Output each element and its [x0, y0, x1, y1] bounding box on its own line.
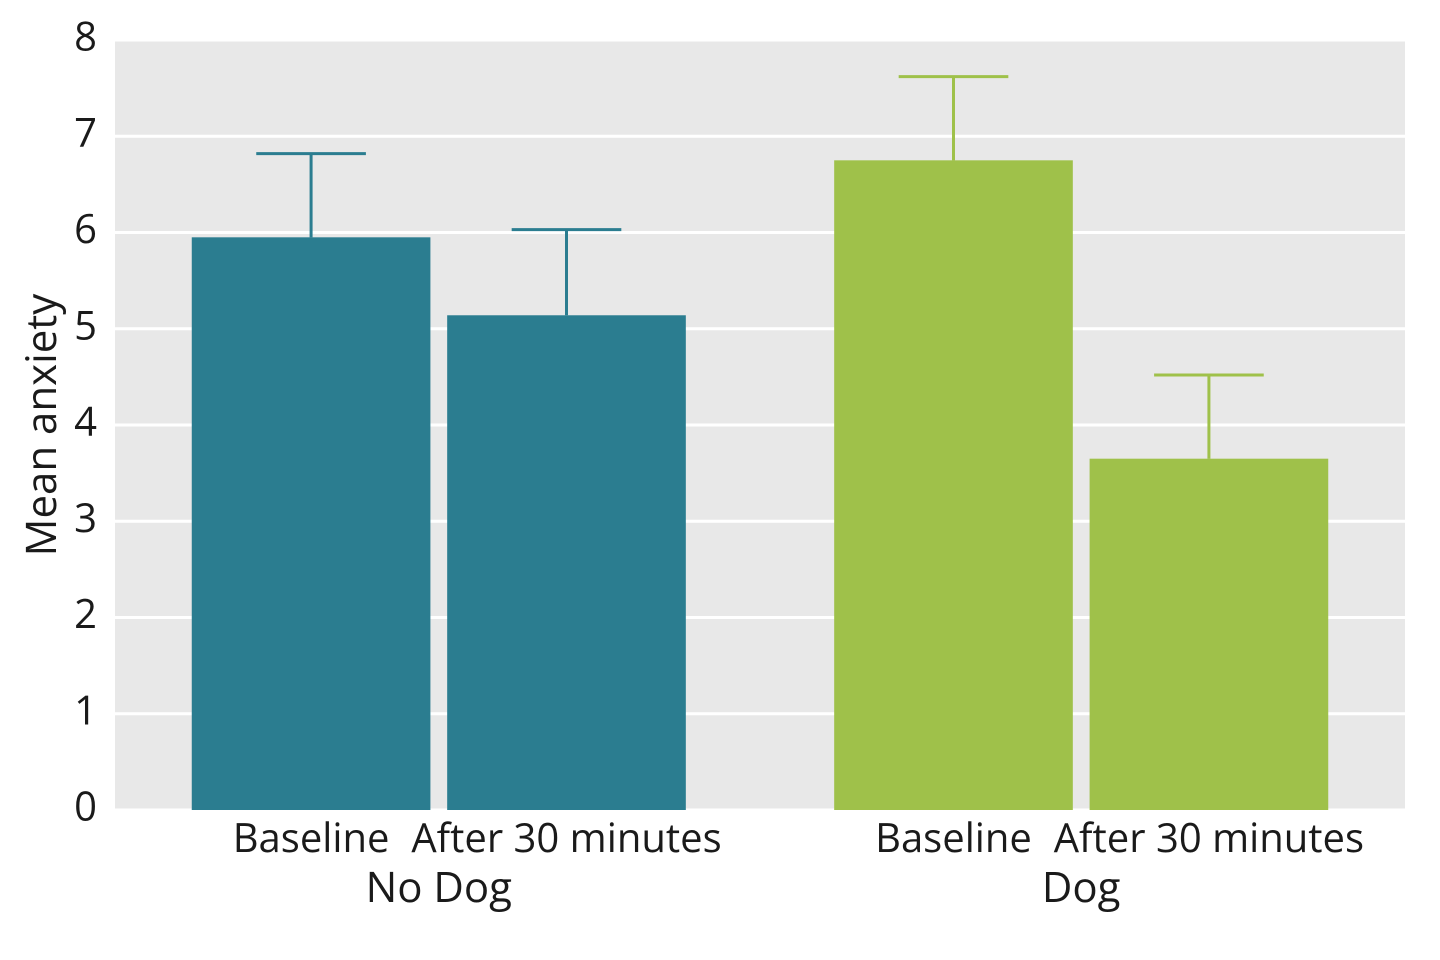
bar	[834, 160, 1073, 810]
bar	[447, 315, 686, 810]
y-axis-label: Mean anxiety	[12, 293, 69, 557]
y-tick-label: 0	[74, 778, 97, 833]
chart-svg: 0 1 2 3 4 5 6 7 8 Mean anxiety Baseline After 30 mi…	[0, 0, 1440, 960]
y-tick-label: 8	[74, 8, 97, 63]
y-tick-label: 3	[74, 489, 97, 544]
x-bar-label: Baseline	[233, 809, 390, 864]
y-tick-label: 6	[74, 200, 97, 255]
x-bar-label: After 30 minutes	[1054, 809, 1364, 864]
anxiety-bar-chart: 0 1 2 3 4 5 6 7 8 Mean anxiety Baseline After 30 mi…	[0, 0, 1440, 960]
bar	[192, 237, 431, 810]
x-group-label: No Dog	[366, 858, 512, 915]
bar	[1090, 459, 1329, 810]
x-bar-label: Baseline	[875, 809, 1032, 864]
y-tick-label: 7	[74, 104, 97, 159]
y-tick-label: 2	[74, 585, 97, 640]
y-tick-label: 5	[74, 296, 97, 351]
y-tick-label: 4	[74, 393, 97, 448]
x-bar-label: After 30 minutes	[411, 809, 721, 864]
y-tick-label: 1	[74, 681, 97, 736]
x-group-label: Dog	[1042, 858, 1121, 915]
